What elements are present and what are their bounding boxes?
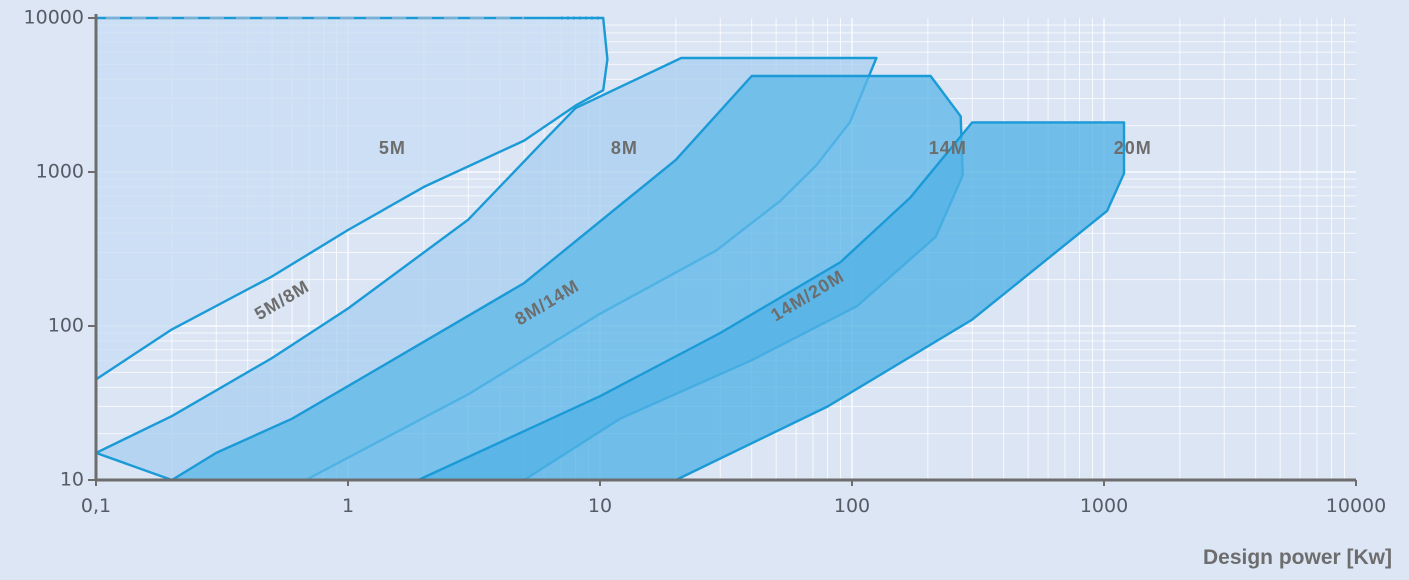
x-tick-label: 10000 [1326, 495, 1386, 517]
y-tick-label: 10 [60, 469, 84, 491]
x-tick-label: 100 [834, 495, 870, 517]
x-tick-label: 1000 [1080, 495, 1128, 517]
region-5m [94, 16, 609, 381]
y-tick-label: 100 [48, 315, 84, 337]
region-20m [417, 121, 1126, 482]
regions [94, 16, 1126, 482]
x-tick-label: 0,1 [81, 495, 111, 517]
region-label: 8M [611, 138, 638, 158]
x-tick-label: 10 [588, 495, 612, 517]
x-axis-label: Design power [Kw] [1203, 546, 1392, 569]
axes: 0,1 1 10 100 1000 10000 10 100 1000 10000 [24, 7, 1387, 518]
y-tick-label: 1000 [36, 161, 84, 183]
y-tick-label: 10000 [24, 7, 84, 29]
region-label: 20M [1114, 138, 1152, 158]
region-label: 14M [929, 138, 967, 158]
x-tick-label: 1 [342, 495, 354, 517]
region-label: 5M [379, 138, 406, 158]
